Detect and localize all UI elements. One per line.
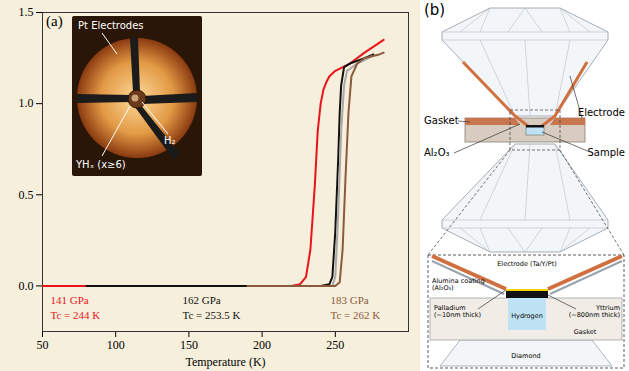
svg-text:H₂: H₂ (164, 135, 176, 146)
svg-text:0.5: 0.5 (19, 188, 34, 202)
svg-text:Gasket: Gasket (424, 115, 459, 126)
svg-text:Alumina coating(Al₂O₃): Alumina coating(Al₂O₃) (432, 277, 485, 292)
svg-text:Temperature (K): Temperature (K) (185, 355, 265, 369)
svg-text:Gasket: Gasket (574, 328, 597, 336)
svg-text:50: 50 (37, 338, 49, 352)
svg-text:141 GPa: 141 GPa (51, 294, 89, 306)
html-text:(a): (a) (46, 13, 63, 29)
svg-text:1.0: 1.0 (19, 96, 34, 110)
svg-text:1.5: 1.5 (19, 5, 34, 19)
svg-text:YHₓ (x≥6): YHₓ (x≥6) (75, 159, 126, 170)
svg-text:0.0: 0.0 (19, 279, 34, 293)
svg-text:250: 250 (326, 338, 344, 352)
svg-text:162 GPa: 162 GPa (183, 294, 221, 306)
svg-text:150: 150 (180, 338, 198, 352)
svg-text:Tc = 262 K: Tc = 262 K (331, 309, 381, 321)
svg-text:(b): (b) (424, 1, 445, 19)
svg-text:Diamond: Diamond (511, 352, 540, 360)
svg-text:200: 200 (253, 338, 271, 352)
svg-text:Sample: Sample (588, 147, 626, 158)
svg-text:Electrode: Electrode (578, 107, 625, 118)
svg-text:Palladium(~10nm thick): Palladium(~10nm thick) (434, 304, 481, 319)
svg-text:183 GPa: 183 GPa (331, 294, 369, 306)
svg-text:Hydrogen: Hydrogen (511, 312, 543, 320)
svg-text:Tc = 253.5 K: Tc = 253.5 K (183, 309, 241, 321)
svg-text:Pt Electrodes: Pt Electrodes (78, 20, 144, 31)
svg-text:100: 100 (107, 338, 125, 352)
svg-text:Tc = 244 K: Tc = 244 K (51, 309, 101, 321)
svg-text:Yttrium(~800nm thick): Yttrium(~800nm thick) (569, 304, 620, 319)
svg-text:Electrode (Ta/Y/Pt): Electrode (Ta/Y/Pt) (497, 260, 557, 268)
svg-text:Al₂O₃: Al₂O₃ (424, 147, 450, 158)
